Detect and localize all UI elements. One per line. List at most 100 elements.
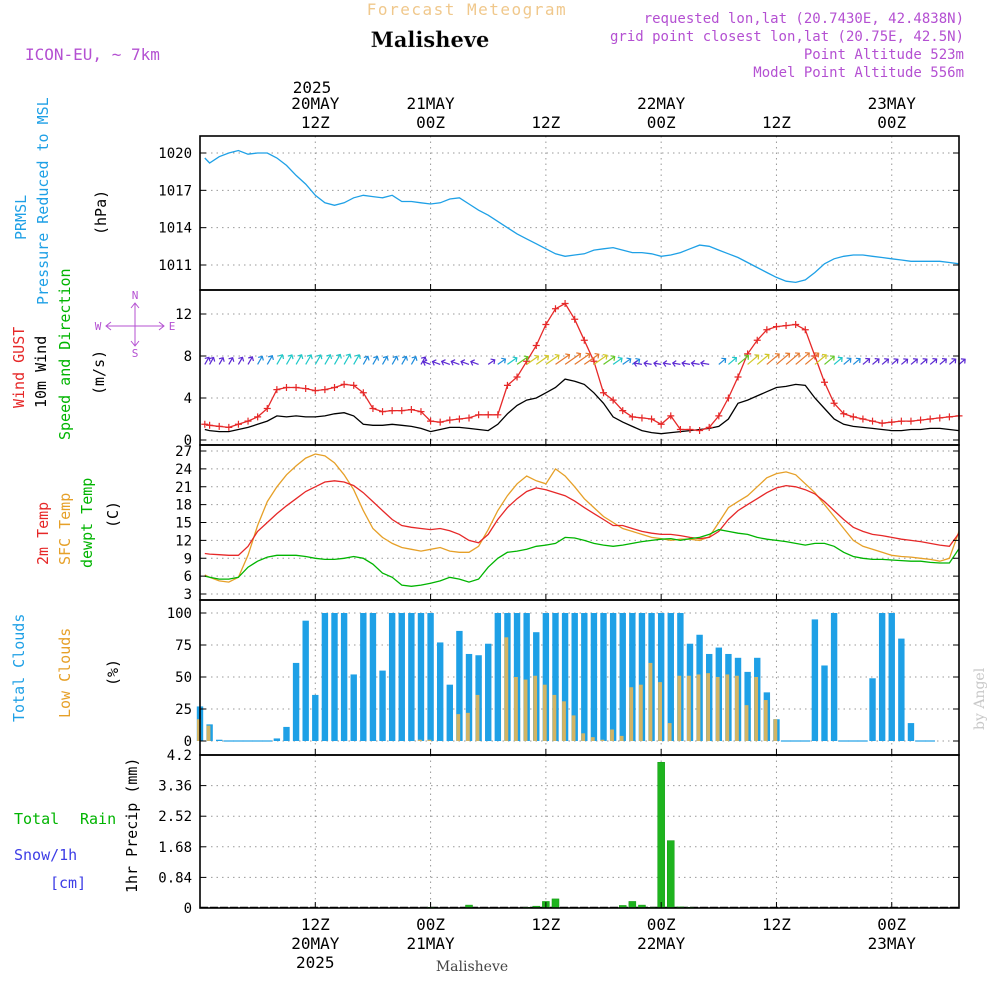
total-cloud-bar bbox=[350, 674, 357, 741]
total-cloud-bar bbox=[446, 684, 453, 741]
top-tick-label: 22MAY bbox=[637, 94, 686, 113]
low-cloud-bar bbox=[571, 715, 576, 741]
wind-direction-arrow-icon bbox=[555, 353, 571, 365]
cloud-label-low: Low Clouds bbox=[56, 628, 74, 718]
wind-direction-arrow-icon bbox=[257, 355, 264, 365]
gust-marker bbox=[234, 420, 242, 428]
low-cloud-bar bbox=[427, 739, 432, 741]
low-cloud-bar bbox=[417, 739, 422, 741]
wind-direction-arrow-icon bbox=[470, 359, 479, 366]
total-cloud-bar bbox=[609, 613, 617, 741]
low-cloud-bar bbox=[638, 684, 643, 741]
bottom-tick-label: 2025 bbox=[296, 953, 335, 972]
wind-direction-arrow-icon bbox=[814, 353, 827, 365]
wind-direction-arrow-icon bbox=[958, 358, 966, 365]
wind-direction-arrow-icon bbox=[747, 354, 760, 365]
total-cloud-bar bbox=[436, 642, 444, 741]
wind-direction-arrow-icon bbox=[700, 360, 710, 367]
top-tick-label: 00Z bbox=[647, 113, 676, 132]
wind-direction-arrow-icon bbox=[737, 354, 750, 365]
pressure-label-msl: Pressure Reduced to MSL bbox=[34, 97, 52, 305]
total-cloud-bar bbox=[312, 694, 319, 741]
total-cloud-bar bbox=[340, 613, 348, 741]
gust-marker bbox=[302, 385, 310, 393]
gust-marker bbox=[427, 417, 435, 425]
precip-label-cm: [cm] bbox=[50, 874, 86, 892]
total-cloud-bar bbox=[878, 613, 886, 741]
gust-marker bbox=[638, 414, 646, 422]
gust-marker bbox=[475, 411, 483, 419]
cloud-label-unit: (%) bbox=[104, 659, 122, 686]
total-cloud-bar bbox=[427, 613, 434, 741]
compass-east: E bbox=[169, 320, 176, 333]
gust-marker bbox=[350, 381, 358, 389]
total-cloud-bar bbox=[292, 662, 300, 741]
wind-direction-arrow-icon bbox=[401, 355, 409, 365]
low-cloud-bar bbox=[706, 673, 711, 741]
gust-marker bbox=[801, 326, 809, 334]
total-cloud-bar bbox=[302, 620, 309, 741]
gust-marker bbox=[446, 416, 454, 424]
total-cloud-bar bbox=[907, 723, 915, 741]
gust-marker bbox=[753, 336, 761, 344]
temp-label-dewpt: dewpt Temp bbox=[78, 478, 96, 568]
gust-marker bbox=[206, 421, 214, 429]
gust-marker bbox=[273, 386, 281, 394]
total-cloud-bar bbox=[600, 613, 607, 741]
gust-marker bbox=[215, 422, 223, 430]
low-cloud-bar bbox=[475, 694, 480, 741]
wind-direction-arrow-icon bbox=[681, 360, 691, 367]
info-line-4: Model Point Altitude 556m bbox=[753, 65, 964, 81]
gust-marker bbox=[201, 420, 209, 428]
low-cloud-bar bbox=[763, 700, 768, 741]
total-cloud-bar bbox=[360, 613, 367, 741]
wind-direction-arrow-icon bbox=[410, 355, 418, 365]
wind-direction-arrow-icon bbox=[516, 355, 529, 365]
total-cloud-bar bbox=[523, 613, 530, 741]
total-cloud-bar bbox=[830, 613, 838, 741]
gust-marker bbox=[407, 406, 415, 414]
gust-marker bbox=[772, 323, 780, 331]
grid-layer bbox=[200, 136, 959, 908]
pressure-ytick-label: 1014 bbox=[158, 221, 192, 237]
gust-marker bbox=[628, 413, 636, 421]
bottom-tick-label: 20MAY bbox=[291, 934, 340, 953]
info-line-1: requested lon,lat (20.7430E, 42.4838N) bbox=[644, 11, 964, 27]
gust-marker bbox=[840, 410, 848, 418]
gust-marker bbox=[869, 417, 877, 425]
total-cloud-bar bbox=[629, 613, 636, 741]
top-tick-label: 20MAY bbox=[291, 94, 340, 113]
y-tick-labels: 1011101410171020048123691215182124270255… bbox=[158, 146, 192, 917]
total-cloud-bar bbox=[216, 739, 223, 741]
wind-ytick-label: 0 bbox=[184, 433, 192, 449]
top-tick-label: 12Z bbox=[762, 113, 791, 132]
wind-direction-arrow-icon bbox=[564, 352, 582, 365]
gust-marker bbox=[331, 384, 339, 391]
wind-direction-arrow-icon bbox=[690, 360, 700, 367]
wind-ytick-label: 12 bbox=[175, 307, 192, 323]
wind-direction-arrow-icon bbox=[833, 356, 843, 365]
bottom-tick-label: 22MAY bbox=[637, 934, 686, 953]
temperature-ytick-label: 12 bbox=[175, 533, 192, 549]
top-tick-label: 12Z bbox=[301, 113, 330, 132]
precip-label-rain: Rain bbox=[80, 810, 116, 828]
gust-marker bbox=[369, 405, 377, 412]
total-cloud-bar bbox=[898, 638, 905, 741]
gust-marker bbox=[417, 408, 425, 416]
low-cloud-bar bbox=[715, 677, 720, 741]
wind-direction-arrow-icon bbox=[487, 358, 496, 365]
compass-north: N bbox=[132, 289, 139, 302]
clouds-ytick-label: 25 bbox=[175, 702, 192, 718]
gust-marker bbox=[907, 417, 915, 425]
low-cloud-bar bbox=[677, 675, 682, 741]
compass-west: W bbox=[95, 320, 102, 333]
temperature-ytick-label: 15 bbox=[175, 516, 192, 532]
compass-south: S bbox=[132, 347, 139, 360]
pressure-panel-frame bbox=[199, 135, 960, 291]
wind-direction-arrow-icon bbox=[372, 355, 380, 365]
gust-marker bbox=[897, 417, 905, 425]
clouds-ytick-label: 50 bbox=[175, 670, 192, 686]
gust-marker bbox=[696, 427, 704, 435]
total-cloud-bar bbox=[388, 613, 396, 741]
low-cloud-bar bbox=[590, 737, 595, 741]
